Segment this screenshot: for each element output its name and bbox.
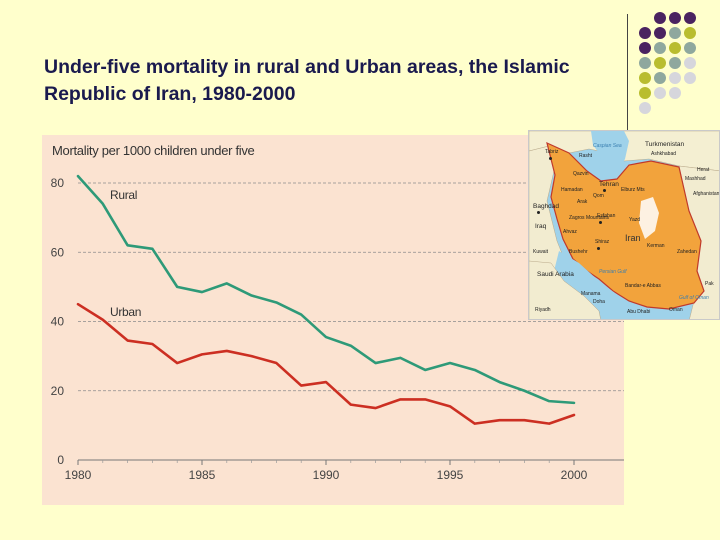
decorative-dot <box>654 72 666 84</box>
map-label-oman: Oman <box>669 307 683 313</box>
decorative-dot <box>684 72 696 84</box>
x-tick-label: 1985 <box>189 468 216 482</box>
line-chart: 0 20 40 60 80 1980 1985 1990 1995 2000 <box>51 174 624 482</box>
map-city-marker <box>603 189 606 192</box>
x-tick-label: 2000 <box>561 468 588 482</box>
decorative-dot <box>684 12 696 24</box>
map-label-caspian: Caspian Sea <box>593 143 622 149</box>
map-label-zahedan: Zahedan <box>677 249 697 255</box>
map-label-riyadh: Riyadh <box>535 307 551 313</box>
decorative-dot <box>654 27 666 39</box>
x-tick-label: 1995 <box>437 468 464 482</box>
decorative-dot <box>684 42 696 54</box>
decorative-dot <box>654 57 666 69</box>
map-label-mashhad: Mashhad <box>685 176 706 182</box>
map-label-bushehr: Bushehr <box>569 249 588 255</box>
decorative-dot <box>639 27 651 39</box>
decorative-dot <box>654 87 666 99</box>
map-label-afghanistan: Afghanistan <box>693 191 720 197</box>
map-label-rasht: Rasht <box>579 153 593 159</box>
map-city-marker <box>597 247 600 250</box>
map-city-marker <box>599 221 602 224</box>
map-label-persian-gulf: Persian Gulf <box>599 269 627 275</box>
y-tick-label: 80 <box>51 176 65 190</box>
map-label-elburz: Elburz Mts <box>621 187 645 193</box>
map-arabia <box>529 260 601 319</box>
decorative-dot <box>639 57 651 69</box>
series-label-rural: Rural <box>110 188 138 202</box>
x-tick-label: 1980 <box>65 468 92 482</box>
y-tick-label: 60 <box>51 245 65 259</box>
map-label-abu-dhabi: Abu Dhabi <box>627 309 651 315</box>
decorative-dot <box>654 42 666 54</box>
decorative-dot <box>654 12 666 24</box>
map-label-iraq: Iraq <box>535 223 547 230</box>
decorative-dot <box>669 12 681 24</box>
decorative-dot <box>669 27 681 39</box>
map-label-baghdad: Baghdad <box>533 203 560 210</box>
map-label-saudi-arabia: Saudi Arabia <box>537 271 574 278</box>
map-city-marker <box>537 211 540 214</box>
decorative-dot <box>639 102 651 114</box>
map-label-zagros: Zagros Mountains <box>569 215 610 221</box>
map-label-country: Iran <box>625 233 641 243</box>
map-label-turkmenistan: Turkmenistan <box>645 141 685 148</box>
map-label-yazd: Yazd <box>629 217 641 223</box>
slide-title: Under-five mortality in rural and Urban … <box>44 56 570 105</box>
map-label-ahvaz: Ahvaz <box>563 229 577 235</box>
decorative-dot <box>684 27 696 39</box>
decorative-dot <box>669 72 681 84</box>
map-graphic <box>529 131 719 319</box>
chart-title: Mortality per 1000 children under five <box>52 143 255 158</box>
map-label-pakistan: Pak <box>705 281 714 287</box>
y-tick-label: 20 <box>51 384 65 398</box>
map-label-kerman: Kerman <box>647 243 665 249</box>
map-label-tehran: Tehran <box>599 181 619 188</box>
map-iran-territory <box>546 141 705 310</box>
map-caspian-sea <box>591 131 629 179</box>
map-label-hamadan: Hamadan <box>561 187 583 193</box>
map-label-gulf-of-oman: Gulf of Oman <box>679 295 709 301</box>
map-city-marker <box>549 157 552 160</box>
series-line-rural <box>76 174 576 405</box>
decorative-dot <box>669 87 681 99</box>
map-label-qom: Qom <box>593 193 604 199</box>
x-tick-label: 1990 <box>313 468 340 482</box>
decorative-dot <box>684 57 696 69</box>
map-label-esfahan: Esfahan <box>597 213 616 219</box>
decorative-dot <box>639 87 651 99</box>
map-label-kuwait: Kuwait <box>533 249 549 255</box>
map-label-shiraz: Shiraz <box>595 239 610 245</box>
y-tick-label: 0 <box>57 453 64 467</box>
map-label-arak: Arak <box>577 199 588 205</box>
map-label-doha: Doha <box>593 299 605 305</box>
iran-map-inset: Caspian Sea Turkmenistan Ashkhabad Rasht… <box>528 130 720 320</box>
map-salt-desert <box>639 197 659 239</box>
series-label-urban: Urban <box>110 305 142 319</box>
map-label-manama: Manama <box>581 291 601 297</box>
decorative-dot <box>669 57 681 69</box>
map-label-herat: Herat <box>697 167 710 173</box>
decorative-dot <box>639 72 651 84</box>
chart-panel: 0 20 40 60 80 1980 1985 1990 1995 2000 Mortality … <box>42 135 624 505</box>
map-label-tabriz: Tabriz <box>545 149 559 155</box>
map-label-qazvin: Qazvin <box>573 171 589 177</box>
decorative-dot <box>669 42 681 54</box>
series-line-urban <box>76 302 576 425</box>
map-label-ashkhabad: Ashkhabad <box>651 151 677 157</box>
map-label-bandar-abbas: Bandar-e Abbas <box>625 283 661 289</box>
y-tick-label: 40 <box>51 315 65 329</box>
decorative-dot <box>639 42 651 54</box>
decorative-divider <box>627 14 628 130</box>
